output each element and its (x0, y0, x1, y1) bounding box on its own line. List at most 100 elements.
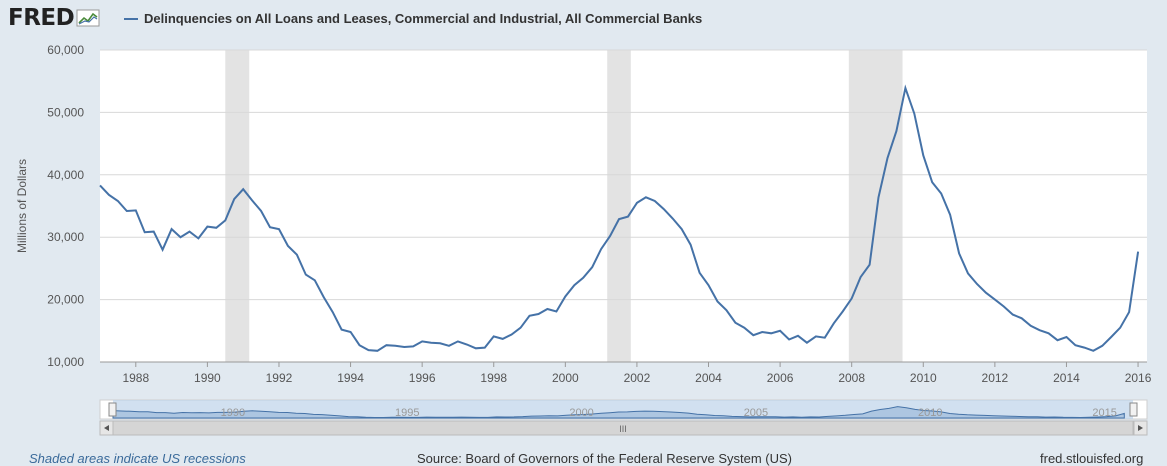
data-point (591, 266, 593, 268)
data-point (358, 344, 360, 346)
line-chart: 10,000 20,000 30,000 40,000 50,000 60,000 1988… (15, 43, 1152, 436)
data-point (546, 308, 548, 310)
data-point (421, 340, 423, 342)
data-point (672, 217, 674, 219)
data-point (99, 184, 101, 186)
data-point (367, 349, 369, 351)
data-point (502, 338, 504, 340)
chart-legend[interactable]: Delinquencies on All Loans and Leases, C… (124, 11, 702, 26)
x-tick-label: 2010 (910, 371, 937, 385)
x-tick-label: 2000 (552, 371, 579, 385)
y-axis-label: Millions of Dollars (15, 159, 29, 253)
data-point (958, 252, 960, 254)
data-point (161, 249, 163, 251)
data-point (609, 235, 611, 237)
data-point (949, 214, 951, 216)
data-point (788, 338, 790, 340)
y-tick-label: 50,000 (47, 105, 84, 119)
data-point (233, 198, 235, 200)
navigator-handle-right[interactable] (1129, 402, 1138, 417)
x-tick-label: 1994 (337, 371, 364, 385)
navigator-series (112, 406, 1125, 419)
data-point (1030, 325, 1032, 327)
data-point (457, 340, 459, 342)
data-point (323, 296, 325, 298)
data-point (1137, 250, 1139, 252)
data-point (332, 311, 334, 313)
fred-logo[interactable]: FRED (8, 5, 100, 31)
data-point (1101, 345, 1103, 347)
recession-band (848, 50, 903, 362)
data-point (206, 225, 208, 227)
data-point (126, 210, 128, 212)
line-graph-icon (76, 9, 100, 27)
data-point (743, 327, 745, 329)
legend-swatch (124, 17, 138, 20)
data-point (877, 196, 879, 198)
data-point (1047, 332, 1049, 334)
navigator-label: 2010 (918, 407, 942, 419)
data-point (627, 215, 629, 217)
data-point (1092, 350, 1094, 352)
data-point (931, 181, 933, 183)
x-tick-label: 2008 (838, 371, 865, 385)
navigator-label: 2015 (1092, 407, 1116, 419)
data-point (1021, 317, 1023, 319)
data-point (895, 130, 897, 132)
x-tick-label: 1988 (122, 371, 149, 385)
data-point (654, 200, 656, 202)
data-point (519, 327, 521, 329)
data-point (859, 276, 861, 278)
data-point (716, 300, 718, 302)
data-point (770, 332, 772, 334)
data-point (394, 345, 396, 347)
data-point (475, 347, 477, 349)
data-point (117, 200, 119, 202)
data-point (573, 284, 575, 286)
data-point (260, 210, 262, 212)
data-point (1038, 329, 1040, 331)
scrollbar-grip-icon: III (619, 424, 627, 434)
data-point (269, 226, 271, 228)
data-point (108, 194, 110, 196)
data-point (761, 331, 763, 333)
data-point (528, 315, 530, 317)
data-point (1110, 336, 1112, 338)
y-tick-label: 10,000 (47, 355, 84, 369)
data-point (842, 310, 844, 312)
data-point (484, 346, 486, 348)
data-point (340, 328, 342, 330)
recession-note[interactable]: Shaded areas indicate US recessions (29, 451, 246, 466)
data-point (1012, 313, 1014, 315)
data-point (797, 335, 799, 337)
recession-band (607, 50, 631, 362)
data-point (1056, 339, 1058, 341)
data-point (1083, 346, 1085, 348)
data-point (1065, 336, 1067, 338)
data-point (752, 334, 754, 336)
y-tick-label: 20,000 (47, 293, 84, 307)
data-point (170, 228, 172, 230)
data-point (663, 208, 665, 210)
x-tick-label: 2006 (767, 371, 794, 385)
data-point (153, 230, 155, 232)
arrow-right-icon (1138, 425, 1143, 431)
data-point (296, 254, 298, 256)
data-point (582, 277, 584, 279)
data-point (314, 279, 316, 281)
recession-band (225, 50, 250, 362)
navigator-label: 1995 (395, 407, 419, 419)
data-point (448, 345, 450, 347)
y-tick-label: 40,000 (47, 168, 84, 182)
data-point (1119, 327, 1121, 329)
navigator-handle-left[interactable] (108, 402, 117, 417)
data-point (510, 333, 512, 335)
data-point (922, 154, 924, 156)
site-link[interactable]: fred.stlouisfed.org (1040, 451, 1144, 466)
data-point (851, 297, 853, 299)
data-point (135, 209, 137, 211)
data-point (439, 342, 441, 344)
data-point (242, 188, 244, 190)
data-point (868, 264, 870, 266)
data-point (564, 295, 566, 297)
